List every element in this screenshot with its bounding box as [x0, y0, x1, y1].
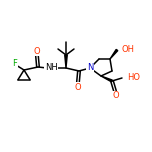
Text: O: O: [34, 47, 40, 55]
Text: O: O: [75, 83, 81, 92]
Text: O: O: [113, 92, 119, 100]
Text: N: N: [87, 64, 93, 73]
Polygon shape: [65, 55, 67, 68]
Text: NH: NH: [45, 64, 57, 73]
Polygon shape: [101, 76, 112, 82]
Text: OH: OH: [121, 45, 134, 54]
Text: F: F: [13, 59, 17, 69]
Text: HO: HO: [127, 74, 140, 83]
Polygon shape: [110, 49, 118, 59]
